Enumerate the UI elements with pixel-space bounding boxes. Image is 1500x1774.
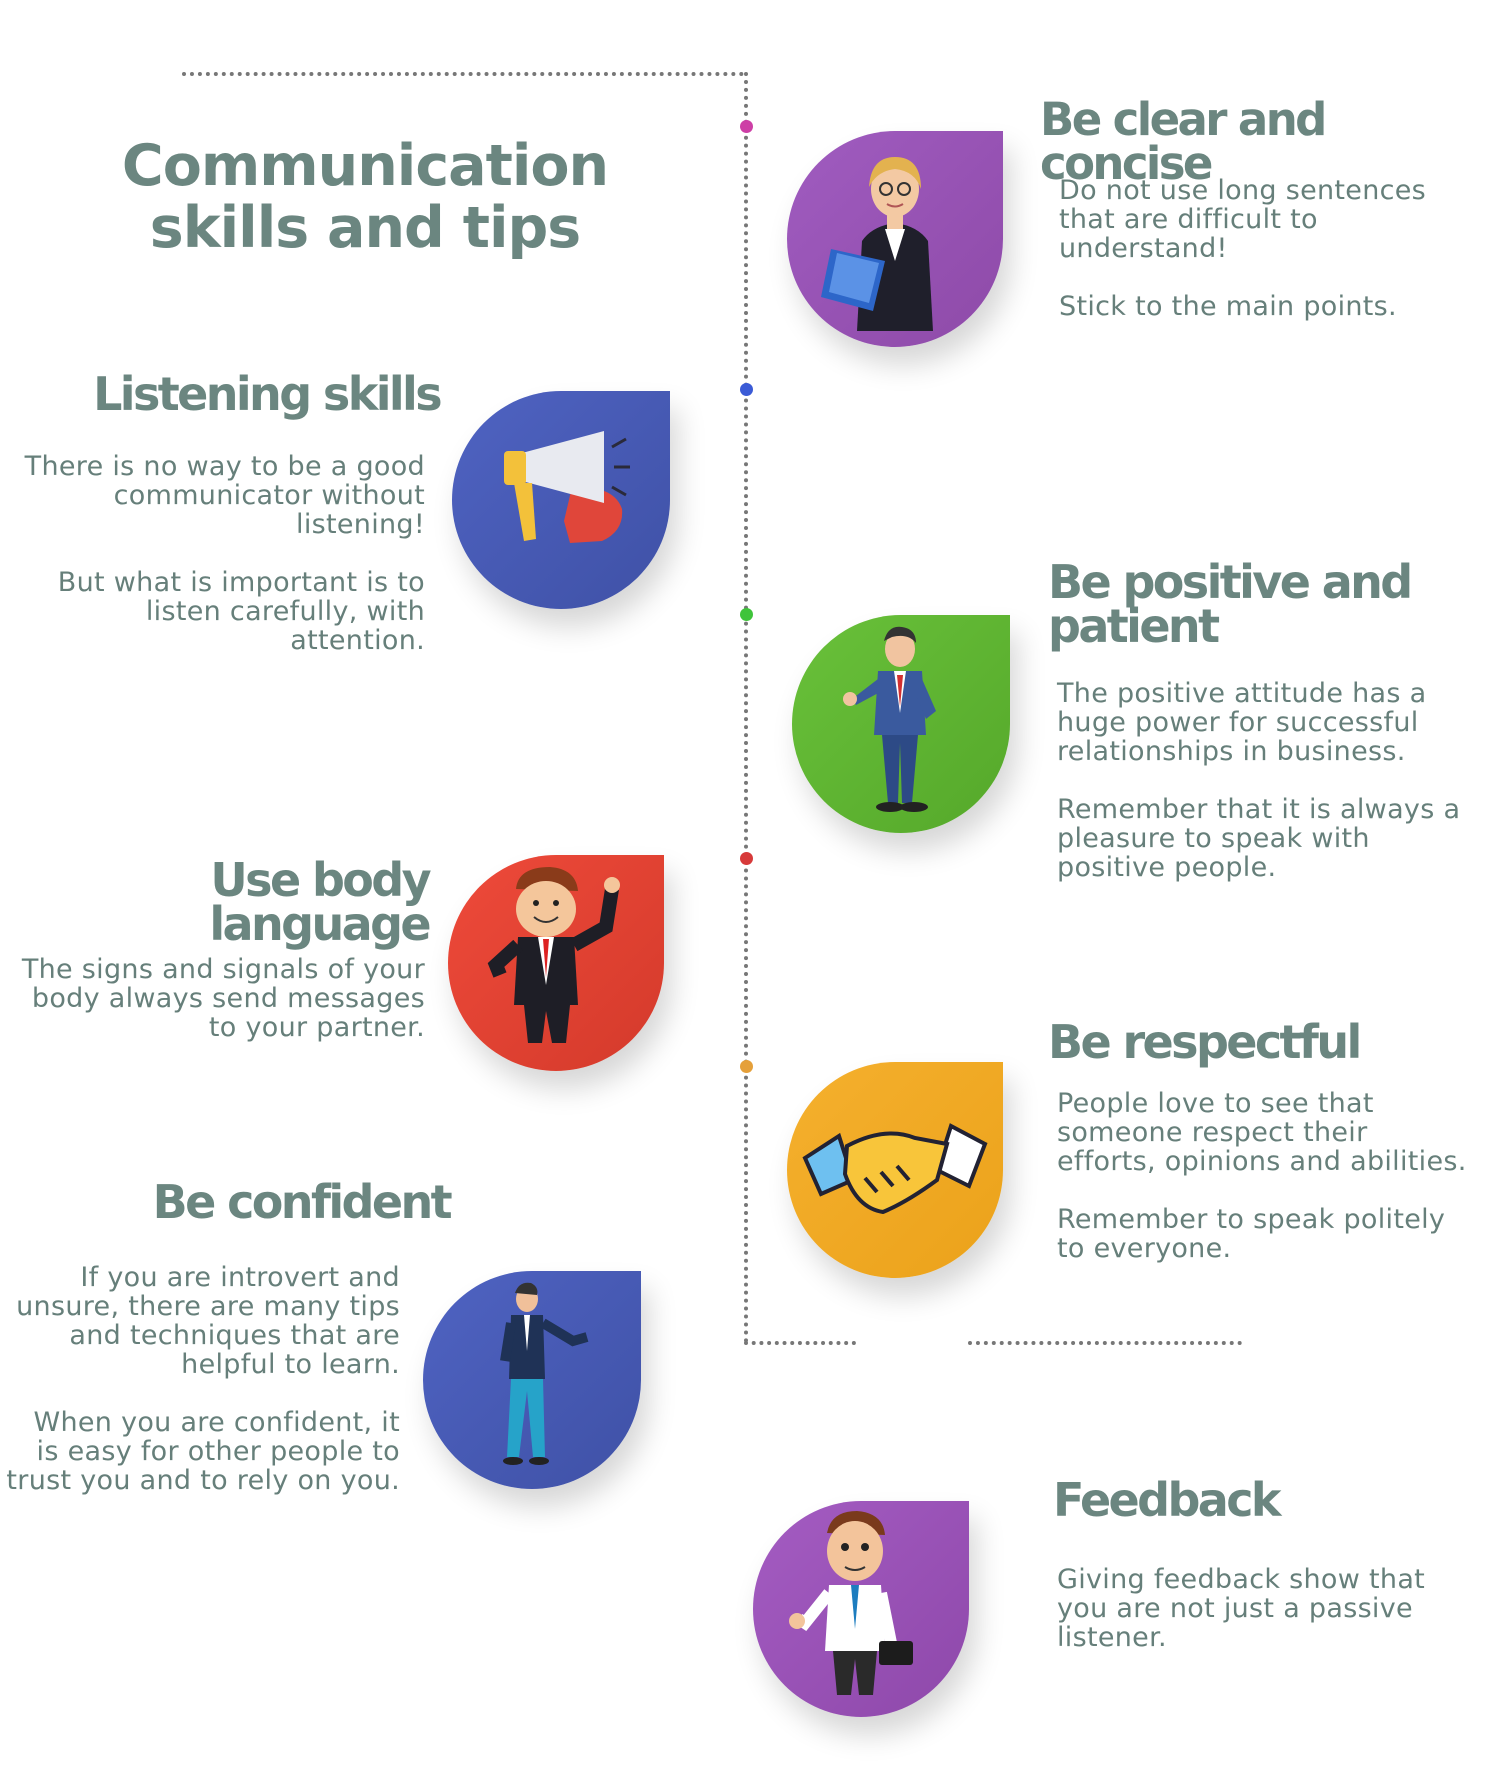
text-be-respectful: People love to see that someone respect … xyxy=(1057,1089,1467,1263)
page-title: Communication skills and tips xyxy=(100,135,630,259)
paragraph: There is no way to be a good communicato… xyxy=(24,451,425,540)
timeline-dot-blue xyxy=(740,383,753,396)
timeline-dot-purple xyxy=(740,120,753,133)
text-be-positive-and-patient: The positive attitude has a huge power f… xyxy=(1057,679,1477,882)
heading-listening-skills: Listening skills xyxy=(93,367,443,421)
paragraph: Remember that it is always a pleasure to… xyxy=(1057,794,1461,883)
paragraph: Do not use long sentences that are diffi… xyxy=(1059,175,1427,264)
paragraph: Giving feedback show that you are not ju… xyxy=(1057,1564,1426,1653)
handshake-icon xyxy=(787,1062,1003,1278)
heading-be-positive-and-patient: Be positive and patient xyxy=(1048,555,1413,653)
heading-feedback: Feedback xyxy=(1053,1473,1282,1527)
paragraph: When you are confident, it is easy for o… xyxy=(6,1407,400,1496)
text-listening-skills: There is no way to be a good communicato… xyxy=(10,452,425,655)
bottom-dotted-line-left xyxy=(744,1341,856,1345)
title-line-2: skills and tips xyxy=(149,195,581,261)
gesturing-man-icon xyxy=(448,855,664,1071)
title-line-1: Communication xyxy=(121,133,609,199)
timeline-dot-green xyxy=(740,608,753,621)
paragraph: But what is important is to listen caref… xyxy=(57,567,425,656)
top-dotted-line xyxy=(182,72,744,76)
paragraph: Stick to the main points. xyxy=(1059,291,1397,322)
heading-be-clear-and-concise: Be clear and concise xyxy=(1040,93,1327,190)
timeline-dot-orange xyxy=(740,1060,753,1073)
text-use-body-language: The signs and signals of your body alway… xyxy=(20,955,425,1042)
heading-use-body-language: Use body language xyxy=(209,853,431,951)
megaphone-icon xyxy=(452,391,670,609)
text-be-clear-and-concise: Do not use long sentences that are diffi… xyxy=(1059,176,1469,321)
paragraph: If you are introvert and unsure, there a… xyxy=(16,1262,400,1380)
paragraph: The positive attitude has a huge power f… xyxy=(1057,678,1427,767)
paragraph: People love to see that someone respect … xyxy=(1057,1088,1467,1177)
timeline-dot-red xyxy=(740,852,753,865)
confident-man-icon xyxy=(423,1271,641,1489)
bottom-dotted-line-right xyxy=(968,1341,1242,1345)
paragraph: The signs and signals of your body alway… xyxy=(21,954,425,1043)
man-with-briefcase-icon xyxy=(753,1501,969,1717)
businesswoman-icon xyxy=(787,131,1003,347)
text-be-confident: If you are introvert and unsure, there a… xyxy=(5,1263,400,1495)
heading-be-respectful: Be respectful xyxy=(1048,1015,1362,1069)
thumbs-up-man-icon xyxy=(792,615,1010,833)
paragraph: Remember to speak politely to everyone. xyxy=(1057,1204,1446,1264)
text-feedback: Giving feedback show that you are not ju… xyxy=(1057,1565,1467,1652)
timeline-line xyxy=(744,72,748,1344)
heading-be-confident: Be confident xyxy=(152,1175,453,1229)
